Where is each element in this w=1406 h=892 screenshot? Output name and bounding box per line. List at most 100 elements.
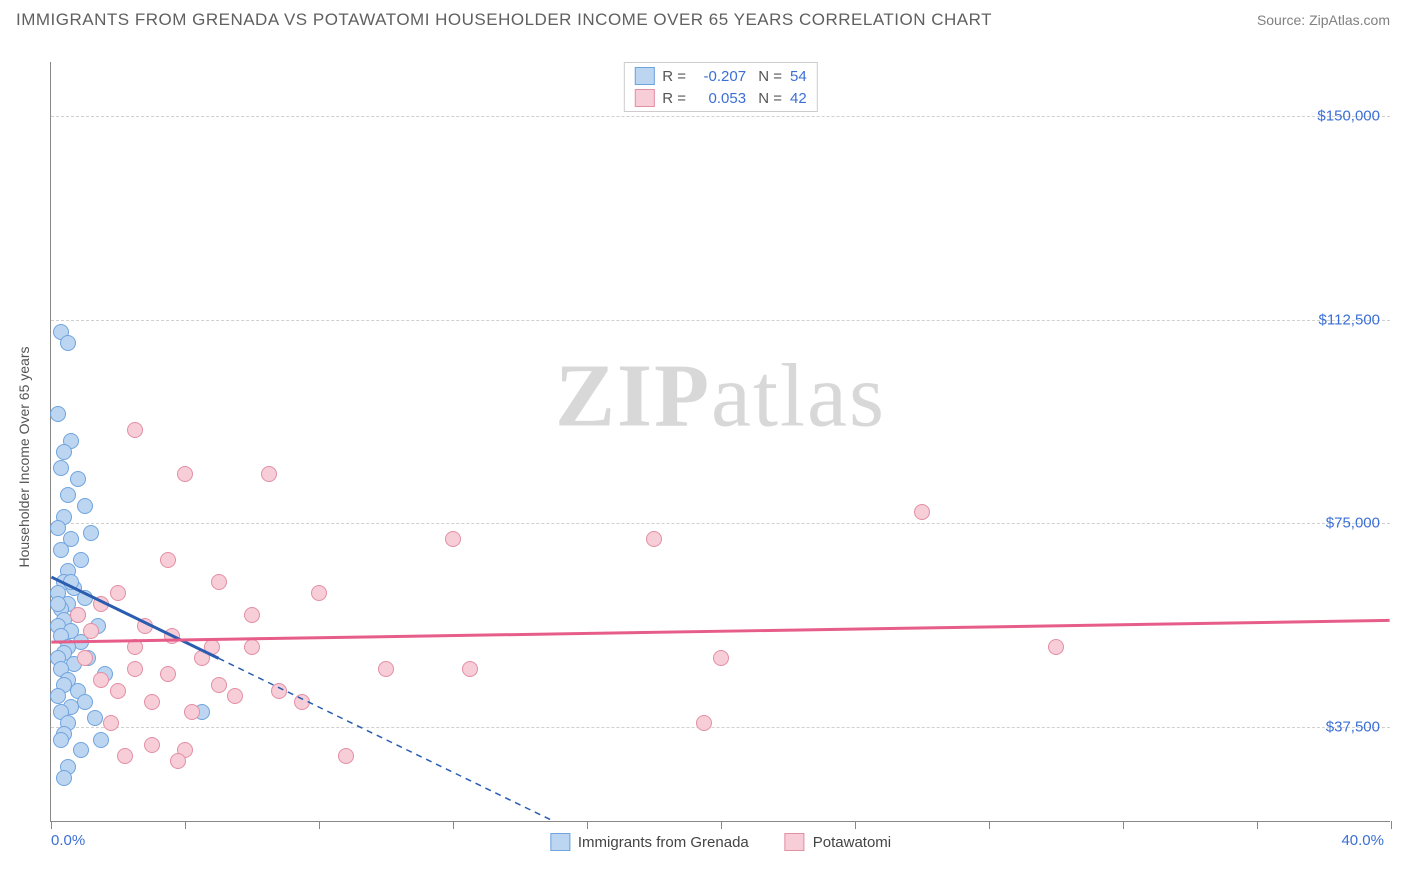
- n-value-series1: 54: [790, 68, 807, 85]
- gridline: [51, 320, 1390, 321]
- stats-row-series1: R = -0.207 N = 54: [634, 65, 806, 87]
- watermark-zip: ZIP: [555, 346, 711, 445]
- data-point: [170, 753, 186, 769]
- gridline: [51, 116, 1390, 117]
- data-point: [63, 574, 79, 590]
- legend-label-series2: Potawatomi: [813, 834, 891, 851]
- data-point: [194, 650, 210, 666]
- chart-title: IMMIGRANTS FROM GRENADA VS POTAWATOMI HO…: [16, 10, 992, 30]
- x-tick: [989, 821, 990, 829]
- data-point: [83, 623, 99, 639]
- data-point: [294, 694, 310, 710]
- data-point: [50, 520, 66, 536]
- data-point: [462, 661, 478, 677]
- data-point: [160, 552, 176, 568]
- data-point: [56, 770, 72, 786]
- data-point: [110, 585, 126, 601]
- stats-legend: R = -0.207 N = 54 R = 0.053 N = 42: [623, 62, 817, 112]
- trend-lines-layer: [51, 62, 1390, 821]
- data-point: [244, 639, 260, 655]
- data-point: [445, 531, 461, 547]
- y-tick-label: $150,000: [1317, 108, 1380, 125]
- x-tick: [1391, 821, 1392, 829]
- n-label: N =: [754, 90, 782, 107]
- data-point: [50, 406, 66, 422]
- data-point: [53, 732, 69, 748]
- x-tick: [453, 821, 454, 829]
- data-point: [311, 585, 327, 601]
- data-point: [77, 498, 93, 514]
- data-point: [60, 487, 76, 503]
- data-point: [56, 444, 72, 460]
- x-tick: [721, 821, 722, 829]
- data-point: [60, 335, 76, 351]
- x-tick: [855, 821, 856, 829]
- x-tick: [587, 821, 588, 829]
- data-point: [77, 590, 93, 606]
- data-point: [261, 466, 277, 482]
- data-point: [70, 471, 86, 487]
- data-point: [83, 525, 99, 541]
- data-point: [378, 661, 394, 677]
- data-point: [696, 715, 712, 731]
- r-value-series2: 0.053: [694, 90, 746, 107]
- stats-row-series2: R = 0.053 N = 42: [634, 87, 806, 109]
- x-axis-min-label: 0.0%: [51, 832, 85, 849]
- gridline: [51, 727, 1390, 728]
- data-point: [1048, 639, 1064, 655]
- series-legend: Immigrants from Grenada Potawatomi: [550, 833, 891, 851]
- data-point: [50, 688, 66, 704]
- legend-item-series2: Potawatomi: [785, 833, 891, 851]
- x-tick: [319, 821, 320, 829]
- data-point: [73, 742, 89, 758]
- data-point: [87, 710, 103, 726]
- data-point: [713, 650, 729, 666]
- x-tick: [185, 821, 186, 829]
- swatch-series2: [634, 89, 654, 107]
- y-tick-label: $112,500: [1319, 311, 1380, 328]
- swatch-series1: [634, 67, 654, 85]
- data-point: [50, 596, 66, 612]
- legend-label-series1: Immigrants from Grenada: [578, 834, 749, 851]
- source-label: Source: ZipAtlas.com: [1257, 12, 1390, 28]
- data-point: [70, 607, 86, 623]
- data-point: [137, 618, 153, 634]
- data-point: [164, 628, 180, 644]
- x-tick: [1123, 821, 1124, 829]
- y-axis-label: Householder Income Over 65 years: [16, 347, 32, 568]
- n-label: N =: [754, 68, 782, 85]
- r-value-series1: -0.207: [694, 68, 746, 85]
- plot-area: ZIPatlas R = -0.207 N = 54 R = 0.053 N =…: [50, 62, 1390, 822]
- data-point: [227, 688, 243, 704]
- data-point: [211, 677, 227, 693]
- data-point: [127, 422, 143, 438]
- legend-item-series1: Immigrants from Grenada: [550, 833, 749, 851]
- y-tick-label: $37,500: [1326, 719, 1380, 736]
- n-value-series2: 42: [790, 90, 807, 107]
- data-point: [160, 666, 176, 682]
- data-point: [53, 542, 69, 558]
- data-point: [646, 531, 662, 547]
- data-point: [93, 672, 109, 688]
- data-point: [177, 466, 193, 482]
- data-point: [77, 650, 93, 666]
- data-point: [127, 639, 143, 655]
- watermark-atlas: atlas: [711, 346, 886, 445]
- data-point: [338, 748, 354, 764]
- data-point: [184, 704, 200, 720]
- y-tick-label: $75,000: [1326, 515, 1380, 532]
- data-point: [271, 683, 287, 699]
- data-point: [73, 552, 89, 568]
- watermark: ZIPatlas: [555, 344, 886, 447]
- gridline: [51, 523, 1390, 524]
- r-label: R =: [662, 68, 686, 85]
- legend-swatch-series2: [785, 833, 805, 851]
- data-point: [127, 661, 143, 677]
- x-axis-max-label: 40.0%: [1341, 832, 1384, 849]
- chart-container: Householder Income Over 65 years ZIPatla…: [0, 34, 1406, 864]
- data-point: [110, 683, 126, 699]
- data-point: [117, 748, 133, 764]
- data-point: [914, 504, 930, 520]
- legend-swatch-series1: [550, 833, 570, 851]
- data-point: [144, 737, 160, 753]
